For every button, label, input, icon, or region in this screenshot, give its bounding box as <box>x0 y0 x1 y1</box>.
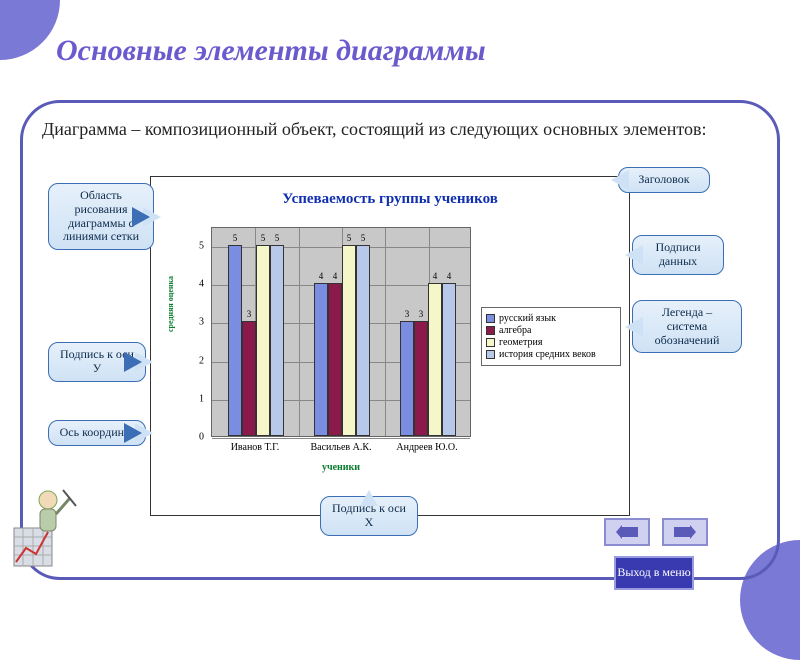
legend-label: история средних веков <box>499 349 596 360</box>
bar <box>356 245 370 436</box>
callout-axis: Ось координат <box>48 420 146 446</box>
next-button[interactable] <box>662 518 708 546</box>
bar <box>400 321 414 436</box>
prev-button[interactable] <box>604 518 650 546</box>
y-tick-label: 4 <box>199 279 204 290</box>
y-tick-label: 0 <box>199 432 204 443</box>
data-label: 5 <box>275 233 280 243</box>
data-label: 5 <box>261 233 266 243</box>
legend-item: история средних веков <box>486 349 616 360</box>
slide-title: Основные элементы диаграммы <box>56 34 486 68</box>
bar <box>256 245 270 436</box>
bar <box>228 245 242 436</box>
exit-button[interactable]: Выход в меню <box>614 556 694 590</box>
legend-label: алгебра <box>499 325 531 336</box>
data-label: 4 <box>319 271 324 281</box>
gridline <box>212 247 470 248</box>
data-label: 3 <box>247 309 252 319</box>
y-tick-label: 5 <box>199 241 204 252</box>
plot-area: 535544553344 <box>211 227 471 437</box>
gridline <box>299 228 300 436</box>
bar <box>442 283 456 436</box>
bar <box>242 321 256 436</box>
x-category-label: Андреев Ю.О. <box>396 442 457 453</box>
callout-data-labels: Подписи данных <box>632 235 724 275</box>
callout-y-label-text: Подпись к оси У <box>60 347 134 375</box>
slide-intro: Диаграмма – композиционный объект, состо… <box>42 118 758 141</box>
legend-swatch <box>486 350 495 359</box>
arrow-left-icon <box>616 525 638 539</box>
bar <box>342 245 356 436</box>
decor-corner-tl <box>0 0 60 60</box>
data-label: 3 <box>405 309 410 319</box>
callout-x-label: Подпись к оси Х <box>320 496 418 536</box>
y-tick-label: 2 <box>199 355 204 366</box>
exit-button-label: Выход в меню <box>617 566 690 579</box>
gridline <box>385 228 386 436</box>
data-label: 3 <box>419 309 424 319</box>
callout-legend-text: Легенда – система обозначений <box>655 305 720 347</box>
bar <box>314 283 328 436</box>
data-label: 4 <box>433 271 438 281</box>
y-tick-label: 3 <box>199 317 204 328</box>
legend-item: алгебра <box>486 325 616 336</box>
bar <box>428 283 442 436</box>
bar <box>414 321 428 436</box>
callout-chart-title-text: Заголовок <box>638 172 689 186</box>
legend-label: русский язык <box>499 313 556 324</box>
y-tick-label: 1 <box>199 393 204 404</box>
callout-chart-title: Заголовок <box>618 167 710 193</box>
data-label: 5 <box>233 233 238 243</box>
data-label: 4 <box>333 271 338 281</box>
x-category-label: Васильев А.К. <box>310 442 371 453</box>
legend-item: русский язык <box>486 313 616 324</box>
data-label: 5 <box>361 233 366 243</box>
legend-item: геометрия <box>486 337 616 348</box>
y-axis-label: средняя оценка <box>166 276 175 332</box>
callout-data-labels-text: Подписи данных <box>655 240 700 268</box>
mascot-icon <box>8 480 78 570</box>
callout-plot-area-text: Область рисования диаграммы с линиями се… <box>63 188 139 243</box>
legend-label: геометрия <box>499 337 542 348</box>
arrow-right-icon <box>674 525 696 539</box>
x-category-label: Иванов Т.Г. <box>231 442 280 453</box>
callout-plot-area: Область рисования диаграммы с линиями се… <box>48 183 154 250</box>
chart-title: Успеваемость группы учеников <box>151 191 629 208</box>
gridline <box>212 438 470 439</box>
data-label: 4 <box>447 271 452 281</box>
callout-legend: Легенда – система обозначений <box>632 300 742 353</box>
data-label: 5 <box>347 233 352 243</box>
x-axis-label: ученики <box>151 462 531 473</box>
bar <box>270 245 284 436</box>
callout-y-label: Подпись к оси У <box>48 342 146 382</box>
chart-container: Успеваемость группы учеников средняя оце… <box>150 176 630 516</box>
bar <box>328 283 342 436</box>
legend-swatch <box>486 338 495 347</box>
legend-swatch <box>486 326 495 335</box>
legend: русский языкалгебрагеометрияистория сред… <box>481 307 621 366</box>
legend-swatch <box>486 314 495 323</box>
